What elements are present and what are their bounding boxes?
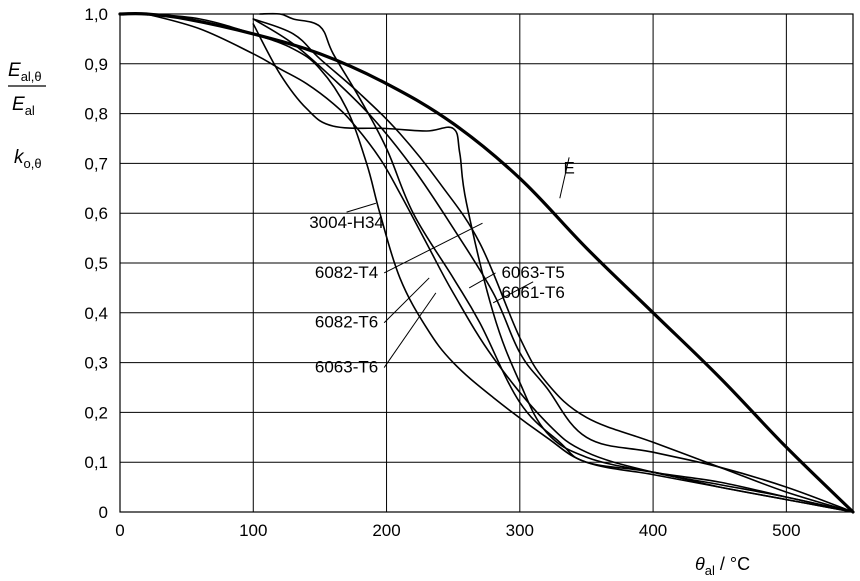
leader-6063-t5 (468, 272, 496, 289)
leader-e (559, 157, 570, 199)
annotation-6082-t6: 6082-T6 (315, 313, 378, 332)
x-tick-label: 400 (639, 521, 667, 540)
series-line-6063-t6 (259, 12, 854, 513)
svg-text:Eal,θ: Eal,θ (8, 60, 42, 84)
annotation-6063-t5: 6063-T5 (501, 263, 564, 282)
annotation-6061-t6: 6061-T6 (501, 283, 564, 302)
plot-frame (119, 13, 854, 513)
y-tick-label: 1,0 (84, 5, 108, 24)
y-tick-label: 0,1 (84, 453, 108, 472)
svg-text:ko,θ: ko,θ (14, 147, 42, 171)
grid (119, 13, 854, 513)
y-label-second-sub: o,θ (24, 156, 42, 171)
series-layer (118, 12, 855, 514)
y-axis-label: Eal,θ Eal ko,θ (8, 60, 46, 171)
leader-3004-h34 (346, 202, 377, 213)
y-tick-label: 0,4 (84, 304, 108, 323)
series-line-e (118, 12, 855, 514)
annotation-labels: E 3004-H34 6082-T4 6082-T6 6063-T6 6063-T5606… (309, 158, 575, 376)
y-tick-label: 0,7 (84, 154, 108, 173)
y-tick-label: 0,8 (84, 105, 108, 124)
x-tick-label: 300 (506, 521, 534, 540)
y-tick-label: 0,3 (84, 354, 108, 373)
y-tick-label: 0,9 (84, 55, 108, 74)
x-tick-label: 100 (239, 521, 267, 540)
leader-6063-t6 (383, 292, 437, 368)
leader-6061-t6 (492, 281, 534, 304)
annotation-3004-h34: 3004-H34 (309, 213, 384, 232)
series-line-6061-t6 (252, 18, 854, 513)
annotation-6063-t6: 6063-T6 (315, 358, 378, 377)
y-tick-labels: 0 0,1 0,2 0,3 0,4 0,5 0,6 0,7 0,8 0,9 1,0 (84, 5, 108, 522)
annotation-6082-t4: 6082-T4 (315, 263, 378, 282)
y-label-second-symbol: k (14, 147, 25, 168)
y-tick-label: 0 (99, 503, 108, 522)
svg-text:Eal: Eal (12, 94, 35, 118)
y-label-numerator-sub: al,θ (21, 69, 42, 84)
y-label-denominator-symbol: E (12, 94, 25, 115)
y-tick-label: 0,5 (84, 254, 108, 273)
y-label-numerator-symbol: E (8, 60, 21, 81)
leader-6082-t4 (383, 222, 483, 274)
x-tick-label: 0 (115, 521, 124, 540)
x-label-unit: / °C (715, 554, 750, 574)
leader-6082-t6 (383, 277, 430, 324)
x-axis-label: θal / °C (695, 554, 750, 578)
annotation-leaders (346, 157, 570, 368)
x-label-sub: al (705, 563, 715, 578)
x-tick-label: 500 (772, 521, 800, 540)
x-tick-label: 200 (372, 521, 400, 540)
y-tick-label: 0,2 (84, 403, 108, 422)
annotation-e: E (563, 158, 574, 177)
x-tick-labels: 0 100 200 300 400 500 (115, 521, 800, 540)
y-tick-label: 0,6 (84, 204, 108, 223)
x-label-symbol: θ (695, 554, 705, 574)
y-label-denominator-sub: al (25, 103, 35, 118)
